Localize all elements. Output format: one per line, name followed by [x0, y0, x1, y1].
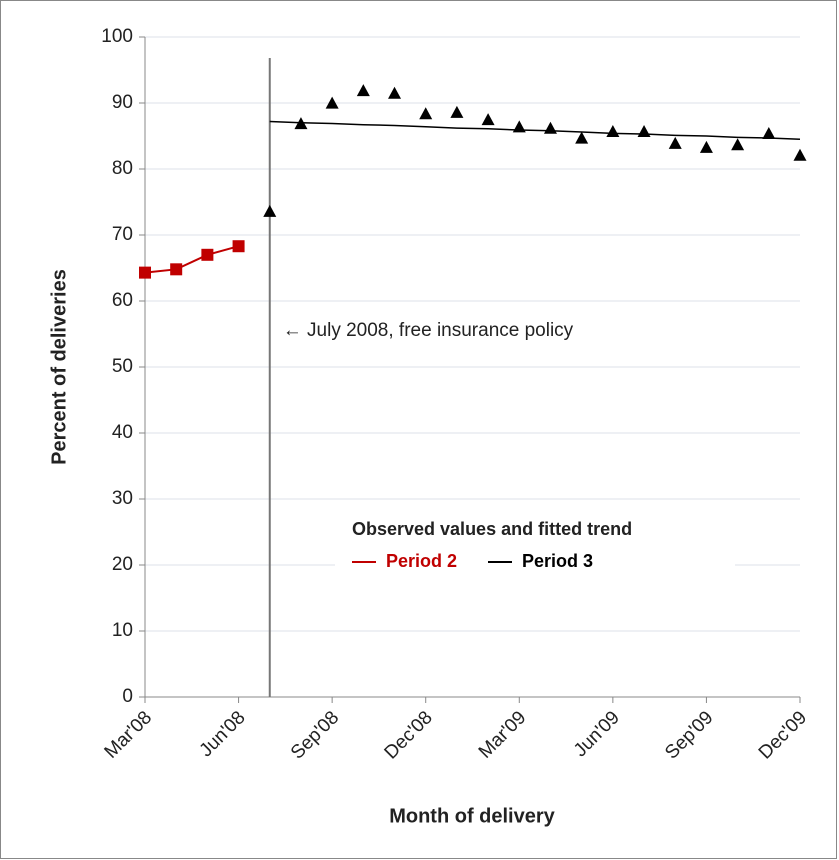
marker: [731, 138, 745, 151]
y-tick-label: 80: [112, 158, 133, 179]
y-tick-label: 70: [112, 224, 133, 245]
marker: [793, 148, 807, 161]
y-tick-label: 90: [112, 92, 133, 113]
marker: [512, 120, 526, 133]
marker: [139, 266, 151, 279]
marker: [450, 105, 464, 118]
legend-label: Period 3: [522, 551, 593, 571]
legend-title: Observed values and fitted trend: [352, 519, 632, 539]
marker: [575, 131, 589, 144]
annotation: ← July 2008, free insurance policy: [283, 320, 574, 341]
y-tick-label: 0: [122, 686, 133, 707]
y-tick-label: 10: [112, 620, 133, 641]
marker: [543, 121, 557, 134]
legend-label: Period 2: [386, 551, 457, 571]
marker: [232, 240, 245, 253]
y-tick-label: 60: [112, 290, 133, 311]
marker: [419, 107, 433, 120]
x-axis-title: Month of delivery: [389, 805, 555, 827]
marker: [325, 96, 339, 109]
legend-box: [335, 512, 735, 582]
marker: [699, 140, 713, 153]
marker: [263, 204, 277, 217]
marker: [388, 86, 402, 99]
series-line: [144, 245, 239, 274]
y-axis-title: Percent of deliveries: [48, 269, 70, 465]
trend-line: [269, 120, 801, 141]
marker: [356, 84, 370, 97]
y-tick-label: 100: [101, 26, 133, 47]
marker: [481, 113, 495, 126]
marker: [170, 263, 183, 276]
marker: [606, 125, 620, 138]
marker: [668, 136, 682, 149]
marker: [201, 248, 214, 261]
marker: [294, 117, 308, 130]
marker: [637, 125, 651, 138]
y-tick-label: 50: [112, 356, 133, 377]
y-tick-label: 40: [112, 422, 133, 443]
marker: [762, 127, 776, 140]
y-tick-label: 20: [112, 554, 133, 575]
y-tick-label: 30: [112, 488, 133, 509]
